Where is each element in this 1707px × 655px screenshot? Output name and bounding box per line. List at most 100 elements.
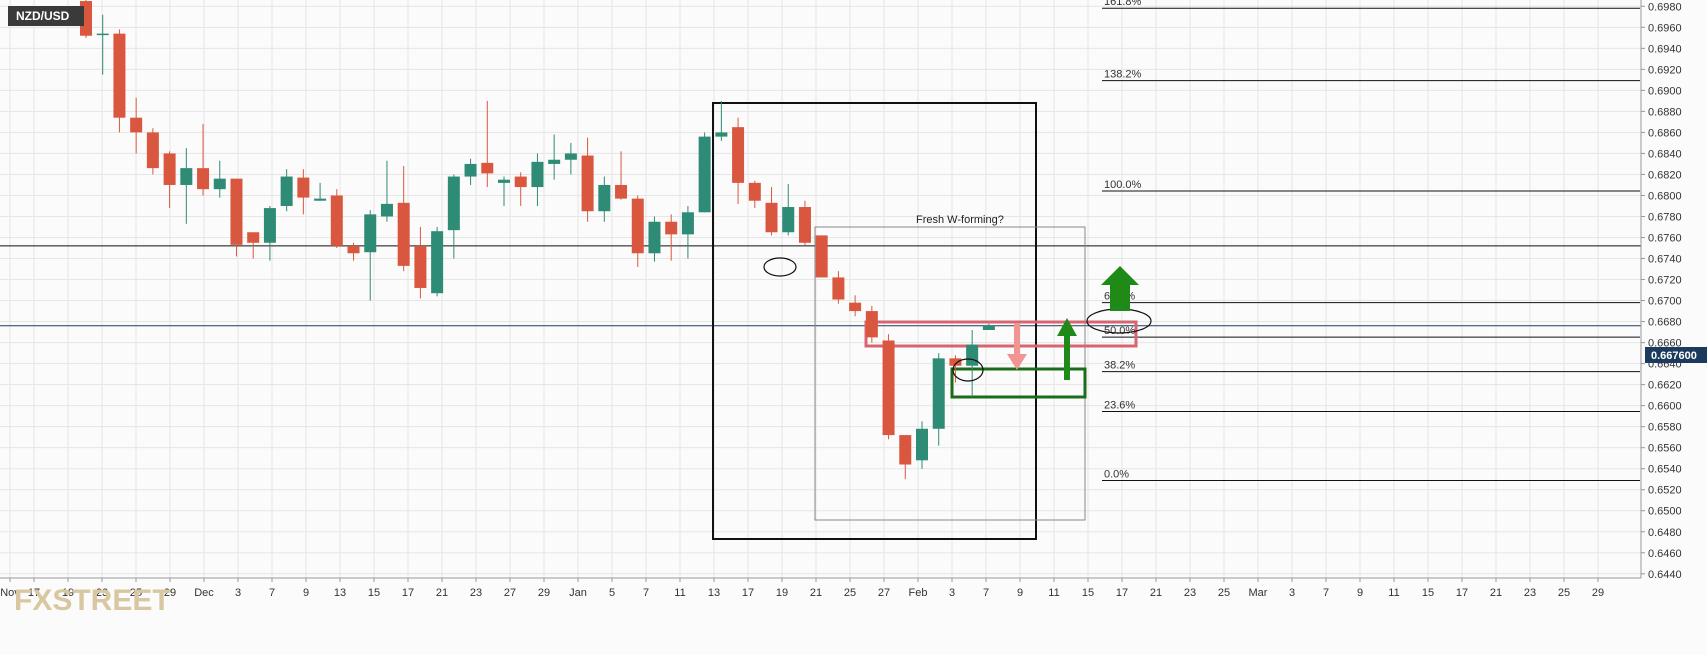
annotation-text: Fresh W-forming?	[916, 214, 1004, 226]
candle-body	[681, 212, 694, 235]
support-zone	[950, 367, 1087, 399]
candle-body	[698, 136, 711, 213]
candle	[782, 183, 795, 236]
candle	[865, 305, 878, 343]
candle	[113, 29, 126, 133]
candle-body	[899, 435, 912, 465]
candle	[481, 100, 494, 188]
candle-body	[447, 176, 460, 231]
y-tick-label: 0.6900	[1648, 85, 1682, 97]
candle-body	[414, 245, 427, 288]
candle	[96, 14, 109, 75]
annotation-boxes: Fresh W-forming?	[712, 102, 1138, 540]
candle-body	[564, 153, 577, 160]
candle-body	[882, 340, 895, 436]
candle	[681, 205, 694, 259]
candle-body	[397, 202, 410, 266]
x-tick-label: 29	[1592, 587, 1604, 599]
x-tick-label: 13	[708, 587, 720, 599]
candle-body	[380, 203, 393, 217]
symbol-label: NZD/USD	[16, 9, 70, 23]
green-up-arrow-large	[1101, 266, 1139, 311]
candle	[698, 132, 711, 213]
breakout-ellipse	[952, 358, 984, 382]
candles	[80, 0, 995, 480]
candle-body	[146, 132, 159, 169]
candle-body	[932, 358, 945, 429]
x-tick-label: Nov	[0, 587, 20, 599]
candle-body	[748, 182, 761, 201]
candle-body	[330, 195, 343, 246]
fib-label: 100.0%	[1104, 179, 1142, 191]
x-tick-label: 7	[983, 587, 989, 599]
x-tick-label: 17	[1116, 587, 1128, 599]
x-tick-label: 23	[96, 587, 108, 599]
candle-body	[280, 176, 293, 206]
candle	[882, 334, 895, 440]
grid	[0, 0, 1641, 578]
candle	[263, 205, 276, 261]
y-tick-label: 0.6800	[1648, 190, 1682, 202]
x-tick-label: 23	[1184, 587, 1196, 599]
candle-body	[347, 245, 360, 254]
candle	[615, 151, 628, 200]
x-tick-label: 17	[1456, 587, 1468, 599]
x-tick-label: 15	[1082, 587, 1094, 599]
candle	[916, 421, 928, 469]
x-tick-label: 29	[538, 587, 550, 599]
candle	[247, 232, 260, 259]
y-tick-label: 0.6720	[1648, 275, 1682, 287]
y-tick-label: 0.6740	[1648, 254, 1682, 266]
candle	[598, 176, 611, 222]
candle	[397, 166, 410, 272]
candle-body	[314, 198, 327, 201]
candle	[849, 295, 862, 317]
candle	[130, 97, 143, 154]
price-tag-bg	[1645, 347, 1707, 363]
y-tick-label: 0.6840	[1648, 148, 1682, 160]
candle-body	[849, 302, 862, 312]
y-axis: 0.6980 0.6960 0.6940 0.6920 0.6900 0.6880 0.68…	[1640, 0, 1682, 581]
y-tick-label: 0.6620	[1648, 380, 1682, 392]
candle	[447, 174, 460, 259]
y-tick-label: 0.6520	[1648, 485, 1682, 497]
x-tick-label: 7	[1323, 587, 1329, 599]
candle	[380, 160, 393, 222]
x-tick-label: 9	[1357, 587, 1363, 599]
candle	[464, 158, 477, 185]
candle	[163, 151, 176, 209]
neckline-ellipse	[763, 257, 797, 277]
x-tick-label: 17	[28, 587, 40, 599]
pink-down-arrow	[1007, 323, 1027, 370]
y-tick-label: 0.6480	[1648, 527, 1682, 539]
candle-body	[247, 232, 260, 243]
x-tick-label: 11	[1048, 587, 1059, 599]
overlays	[763, 257, 1152, 382]
candle-body	[213, 178, 226, 190]
candle	[949, 355, 962, 383]
x-tick-label: 13	[334, 587, 346, 599]
candle-body	[949, 358, 962, 366]
candle-body	[732, 127, 745, 183]
candle	[230, 178, 243, 257]
candle-body	[631, 198, 644, 254]
x-tick-label: 11	[674, 587, 685, 599]
price-tag: 0.667600	[1645, 347, 1707, 363]
candle	[197, 124, 210, 196]
candle	[832, 271, 845, 304]
candle-body	[514, 176, 527, 188]
x-tick-label: 9	[303, 587, 309, 599]
candle	[815, 235, 828, 278]
candle	[899, 435, 912, 480]
candle	[431, 226, 444, 297]
fibonacci-levels: 161.8%138.2%100.0%61.8%50.0%38.2%23.6%0.…	[1102, 0, 1640, 481]
candle-body	[665, 221, 678, 235]
candle-body	[364, 214, 377, 253]
y-tick-label: 0.6500	[1648, 506, 1682, 518]
x-tick-label: Feb	[909, 587, 928, 599]
candle-body	[832, 277, 845, 300]
candle-body	[130, 117, 143, 133]
x-tick-label: 15	[1422, 587, 1434, 599]
y-tick-label: 0.6820	[1648, 169, 1682, 181]
fib-label: 38.2%	[1104, 360, 1135, 372]
